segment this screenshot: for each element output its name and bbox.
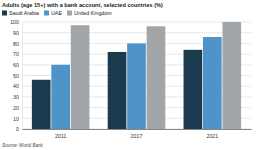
plot: 0 10 20 30 40 50 60 70 80 90 100 2011 2017 2021	[10, 19, 251, 139]
source: Source: World Bank	[2, 143, 44, 148]
y-axis-line	[22, 23, 23, 130]
legend-label: United Kingdom	[74, 10, 112, 16]
y-tick: 90	[13, 30, 22, 36]
y-tick: 10	[13, 115, 22, 121]
x-tick: 2021	[206, 129, 218, 139]
legend-swatch	[44, 11, 49, 16]
y-tick-label: 10	[13, 115, 19, 121]
y-tick: 70	[13, 51, 22, 57]
y-axis: 0 10 20 30 40 50 60 70 80 90 100	[10, 19, 22, 132]
y-tick: 30	[13, 94, 22, 100]
bar	[108, 52, 127, 129]
grid	[22, 22, 251, 129]
y-tick-label: 100	[10, 19, 19, 25]
y-tick-label: 60	[13, 62, 19, 68]
x-tick: 2017	[131, 129, 143, 139]
legend-item: United Kingdom	[67, 10, 112, 16]
x-axis-line	[23, 129, 252, 130]
x-tick-label: 2011	[55, 133, 66, 139]
y-tick-label: 50	[13, 73, 19, 79]
y-tick-label: 80	[13, 41, 19, 47]
legend: Saudi Arabia UAE United Kingdom	[2, 10, 112, 16]
legend-label: UAE	[51, 10, 62, 16]
legend-item: Saudi Arabia	[2, 10, 39, 16]
y-tick: 50	[13, 73, 22, 79]
bar	[147, 26, 166, 129]
legend-swatch	[67, 11, 72, 16]
y-tick: 0	[16, 126, 22, 132]
y-tick-label: 0	[16, 126, 19, 132]
x-tick-label: 2017	[131, 133, 143, 139]
y-tick: 100	[10, 19, 22, 25]
y-tick-label: 20	[13, 105, 19, 111]
bar	[32, 80, 51, 129]
bar	[51, 65, 70, 129]
legend-swatch	[2, 11, 7, 16]
grid-line	[22, 32, 251, 33]
bar	[203, 37, 222, 129]
legend-label: Saudi Arabia	[9, 10, 39, 16]
x-axis: 2011 2017 2021	[23, 129, 252, 139]
y-tick: 40	[13, 83, 22, 89]
bars	[32, 22, 241, 129]
title: Adults (age 15+) with a bank account, se…	[2, 2, 163, 8]
y-tick: 20	[13, 105, 22, 111]
x-tick: 2011	[55, 129, 66, 139]
legend-item: UAE	[44, 10, 62, 16]
x-tick-label: 2021	[206, 133, 218, 139]
y-tick-label: 40	[13, 83, 19, 89]
bar	[71, 25, 90, 129]
bar	[222, 22, 241, 129]
bar	[127, 43, 146, 129]
y-tick-label: 90	[13, 30, 19, 36]
y-tick-label: 30	[13, 94, 19, 100]
grid-line	[22, 22, 251, 23]
chart: Adults (age 15+) with a bank account, se…	[0, 0, 263, 150]
y-tick: 80	[13, 41, 22, 47]
y-tick: 60	[13, 62, 22, 68]
y-tick-label: 70	[13, 51, 19, 57]
bar	[184, 50, 203, 129]
